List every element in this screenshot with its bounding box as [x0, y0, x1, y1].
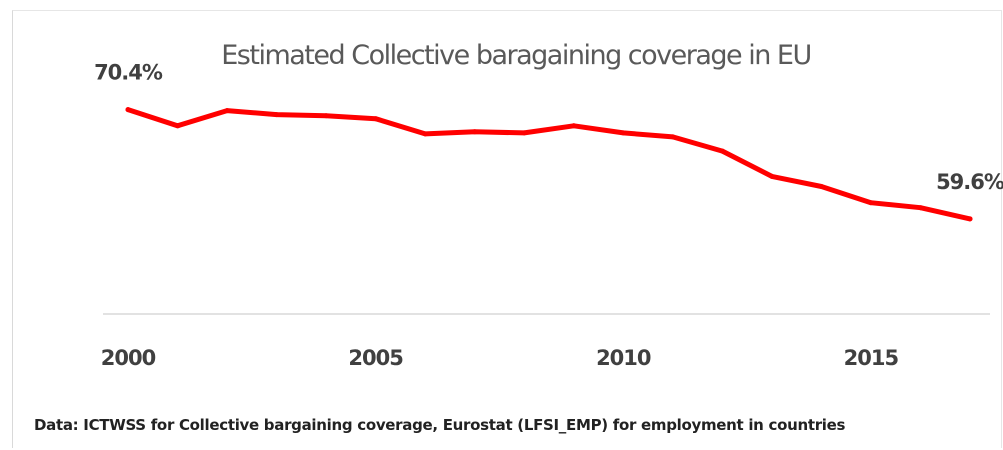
data-point	[373, 116, 379, 122]
data-point	[670, 134, 676, 140]
x-tick-label: 2005	[348, 346, 403, 370]
data-point	[620, 130, 626, 136]
data-labels: 70.4% 59.6%	[94, 61, 1003, 194]
data-point	[472, 129, 478, 135]
source-note: Data: ICTWSS for Collective bargaining c…	[34, 416, 846, 434]
x-tick-labels: 2000 2005 2010 2015	[101, 346, 900, 370]
data-label: 70.4%	[94, 61, 163, 85]
chart-frame	[12, 10, 1002, 448]
data-point	[967, 216, 973, 222]
data-point	[125, 107, 131, 113]
x-tick-label: 2015	[844, 346, 899, 370]
data-point	[868, 200, 874, 206]
data-point	[274, 112, 280, 118]
data-point	[175, 123, 180, 129]
series-layer	[125, 107, 973, 222]
data-point	[422, 131, 428, 137]
x-tick-label: 2010	[596, 346, 651, 370]
data-point	[918, 205, 923, 211]
data-point	[719, 148, 725, 154]
data-point	[818, 184, 824, 189]
data-point	[571, 123, 577, 129]
data-point	[769, 173, 775, 179]
data-point	[224, 108, 230, 114]
line-chart: Estimated Collective baragaining coverag…	[94, 40, 1003, 370]
data-point	[323, 113, 329, 119]
series-line	[125, 107, 973, 222]
data-label: 59.6%	[936, 170, 1003, 194]
data-point	[521, 130, 527, 136]
chart-title: Estimated Collective baragaining coverag…	[221, 40, 810, 71]
x-tick-label: 2000	[101, 346, 156, 370]
